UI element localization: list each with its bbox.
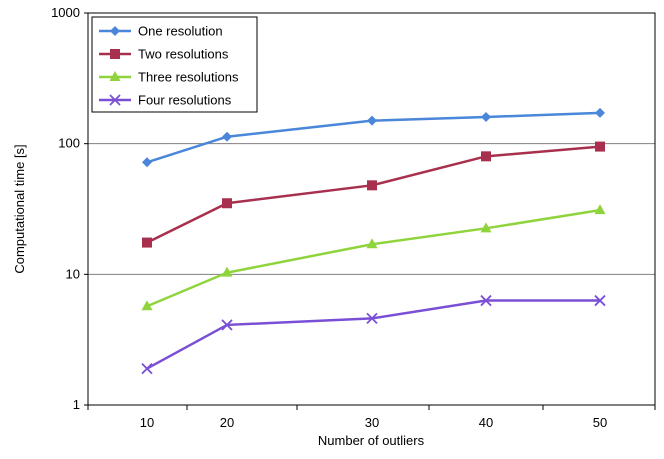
data-point [367,115,377,126]
legend: One resolution Two resolutions Three resol… [91,16,258,113]
x-tick-label: 20 [220,415,234,430]
data-point [110,49,120,59]
data-point [109,94,121,106]
legend-label: Two resolutions [138,47,229,62]
series-line [146,145,601,244]
y-tick-label: 1 [73,397,80,412]
gridlines [88,143,655,275]
data-point [222,198,232,209]
series-layer [141,107,606,375]
y-axis-title: Computational time [s] [12,144,27,273]
x-tick-label: 50 [593,415,607,430]
data-point [595,141,605,152]
legend-item: Two resolutions [99,47,229,62]
data-point [221,319,233,331]
data-point [594,294,606,307]
data-point [142,237,152,248]
legend-item: Three resolutions [99,70,239,85]
x-axis-title: Number of outliers [318,433,425,448]
data-point [366,238,378,249]
data-point [142,157,152,168]
x-tick-label: 30 [365,415,379,430]
series-4 [141,294,606,375]
data-point [481,111,491,122]
series-2 [142,141,605,248]
data-point [141,300,153,311]
y-tick-label: 100 [58,136,80,151]
data-point [109,71,121,81]
data-point [221,266,233,277]
legend-label: Four resolutions [138,93,232,108]
data-point [222,131,232,142]
series-line [146,299,600,370]
series-line [146,208,601,308]
legend-label: One resolution [138,24,223,39]
x-tick-label: 40 [479,415,493,430]
data-point [481,151,491,162]
legend-label: Three resolutions [138,70,239,85]
x-axis-ticks: 10 20 30 40 50 [87,405,656,430]
data-point [594,204,606,215]
plot-area-frame [87,12,656,406]
x-tick-label: 10 [140,415,154,430]
data-point [366,312,378,325]
legend-item: One resolution [99,24,223,39]
data-point [367,180,377,191]
data-point [110,26,120,36]
series-1 [142,107,605,168]
y-axis-ticks: 1 10 100 1000 [51,5,88,412]
data-point [141,362,153,375]
y-tick-label: 1000 [51,5,80,20]
data-point [595,107,605,118]
data-point [480,222,492,233]
series-3 [141,204,606,311]
legend-item: Four resolutions [99,93,232,108]
y-tick-label: 10 [66,266,80,281]
data-point [480,294,492,307]
